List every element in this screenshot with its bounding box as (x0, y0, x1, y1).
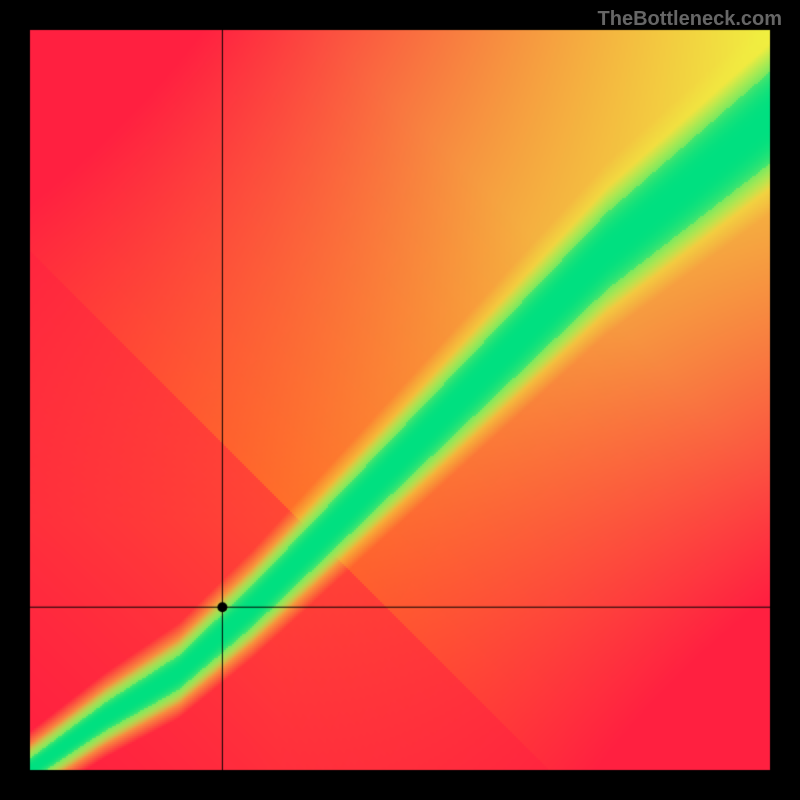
watermark-text: TheBottleneck.com (598, 8, 782, 31)
bottleneck-heatmap (0, 0, 800, 800)
chart-container: TheBottleneck.com (0, 0, 800, 800)
